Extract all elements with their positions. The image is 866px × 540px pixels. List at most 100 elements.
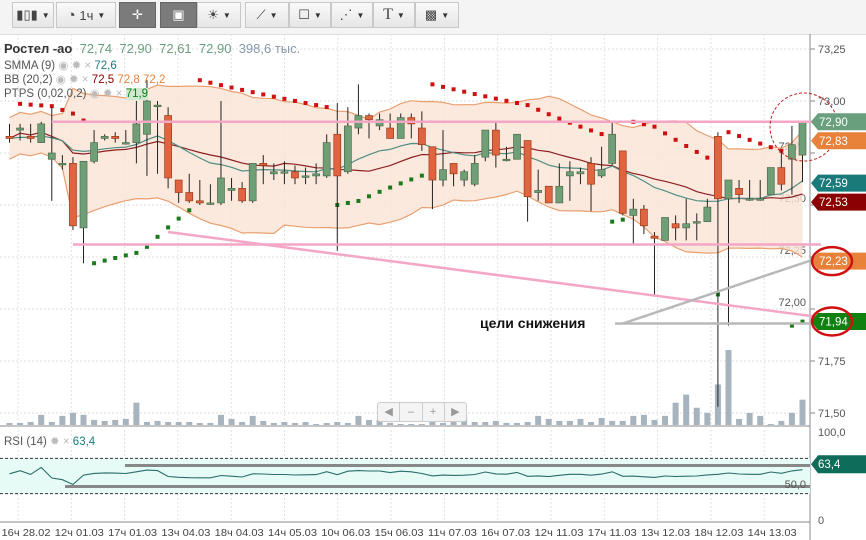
gear-icon[interactable]: ✹ [71,60,82,72]
chart-panel-button[interactable]: ▣ [160,2,197,28]
symbol-name: Ростел -ао [4,41,73,56]
rsi-tick-label: 0 [818,515,824,527]
close-icon[interactable]: × [62,436,70,448]
candle-body [217,177,225,204]
sar-dot [684,143,689,148]
candle [692,213,701,241]
candle-body [640,208,648,227]
volume-bar [313,423,320,425]
sar-dot [398,181,403,186]
candle-body [703,206,712,222]
bollinger-band-fill [9,85,803,257]
price-chart[interactable]: 73,2573,0072,7572,5072,2572,0071,7571,50… [0,34,866,540]
candle-body [343,125,352,173]
sar-dot [240,87,245,92]
chart-type-button[interactable]: ▮▯▮ ▼ [12,2,54,28]
candle-body [365,115,373,121]
sar-dot [250,90,255,95]
candle-body [37,123,46,143]
chevron-down-icon: ▼ [356,10,365,20]
volume-bar [767,423,774,425]
image-icon: ▩ [424,7,438,22]
sar-dot [123,253,128,258]
gear-icon[interactable]: ✹ [69,74,79,86]
open-value: 72,74 [79,41,113,56]
scroll-left-button[interactable]: ◀ [378,403,401,421]
volume-bar [535,415,542,425]
sar-dot [303,101,308,106]
eye-icon[interactable]: ◉ [89,88,100,100]
candle [470,155,479,187]
interval-label: 1ч [79,7,94,23]
candle [597,146,606,178]
volume-bar [640,414,647,425]
candle-body [724,179,733,200]
crosshair-button[interactable]: ✛ [119,2,156,28]
eye-icon[interactable]: ◉ [58,60,69,72]
candle [195,180,204,205]
volume-bar [693,407,700,425]
candle [238,182,246,203]
sar-dot [92,261,97,266]
gear-icon[interactable]: ✹ [50,436,60,448]
candle [259,155,268,185]
close-icon[interactable]: × [81,74,89,86]
volume-bar [418,423,425,425]
price-tick-label: 72,00 [778,297,806,309]
candle-body [692,221,701,224]
volume-bar [59,415,66,425]
candle-body [227,188,236,191]
candle-body [333,133,342,177]
candle-body [280,171,289,174]
rectangle-tool-button[interactable]: ☐ ▼ [289,2,331,28]
volume-bar [524,421,531,425]
candle [513,133,521,160]
zoom-out-button[interactable]: – [400,403,423,421]
candle [291,165,299,185]
line-tool-button[interactable]: ⟋ ▼ [245,2,289,28]
candle [629,198,638,245]
candle [618,150,627,216]
chevron-down-icon: ▼ [41,10,50,20]
volume-bar [186,421,193,425]
legend-rsi: RSI (14) ✹ × 63,4 [4,434,95,448]
volume-bar [651,419,658,425]
ohlc-values: 72,74 72,90 72,61 72,90 [80,41,232,56]
candle-body [322,142,331,177]
gear-icon[interactable]: ✹ [102,88,113,100]
sar-dot [768,145,773,150]
candle-body [79,160,88,229]
sar-dot [187,208,192,213]
volume-bar [344,422,351,425]
sar-dot [218,83,223,88]
volume-bar [291,422,298,425]
candle [544,185,553,204]
target-line-upper [622,255,822,325]
indicators-button[interactable]: ☀ ▼ [197,2,241,28]
image-tool-button[interactable]: ▩ ▼ [415,2,459,28]
annotation-text: цели снижения [480,315,586,331]
sar-dot [134,250,139,255]
candle-body [492,129,500,156]
interval-button[interactable]: ◔ 1ч ▼ [56,2,116,28]
price-tag-label: 72,59 [819,178,848,190]
candle [164,107,172,189]
sar-dot [779,148,784,153]
sar-dot [663,131,668,136]
candle-body [396,117,405,139]
sar-dot [430,82,435,87]
zoom-in-button[interactable]: + [423,403,445,421]
chevron-down-icon: ▼ [441,10,450,20]
text-tool-button[interactable]: T ▼ [373,2,415,28]
scroll-right-button[interactable]: ▶ [451,406,460,418]
fibonacci-tool-button[interactable]: ⋰ ▼ [331,2,373,28]
close-icon[interactable]: × [84,60,92,72]
candle [185,173,194,203]
close-icon[interactable]: × [115,88,123,100]
time-tick-label: 14ч 13.03 [748,527,797,539]
candle [640,205,648,235]
legend-ptps: PTPS (0,02,0,2) ◉ ✹ × 71,9 [4,86,149,100]
volume-bar [143,421,150,425]
eye-icon[interactable]: ◉ [55,74,66,86]
volume-bar [492,420,499,425]
